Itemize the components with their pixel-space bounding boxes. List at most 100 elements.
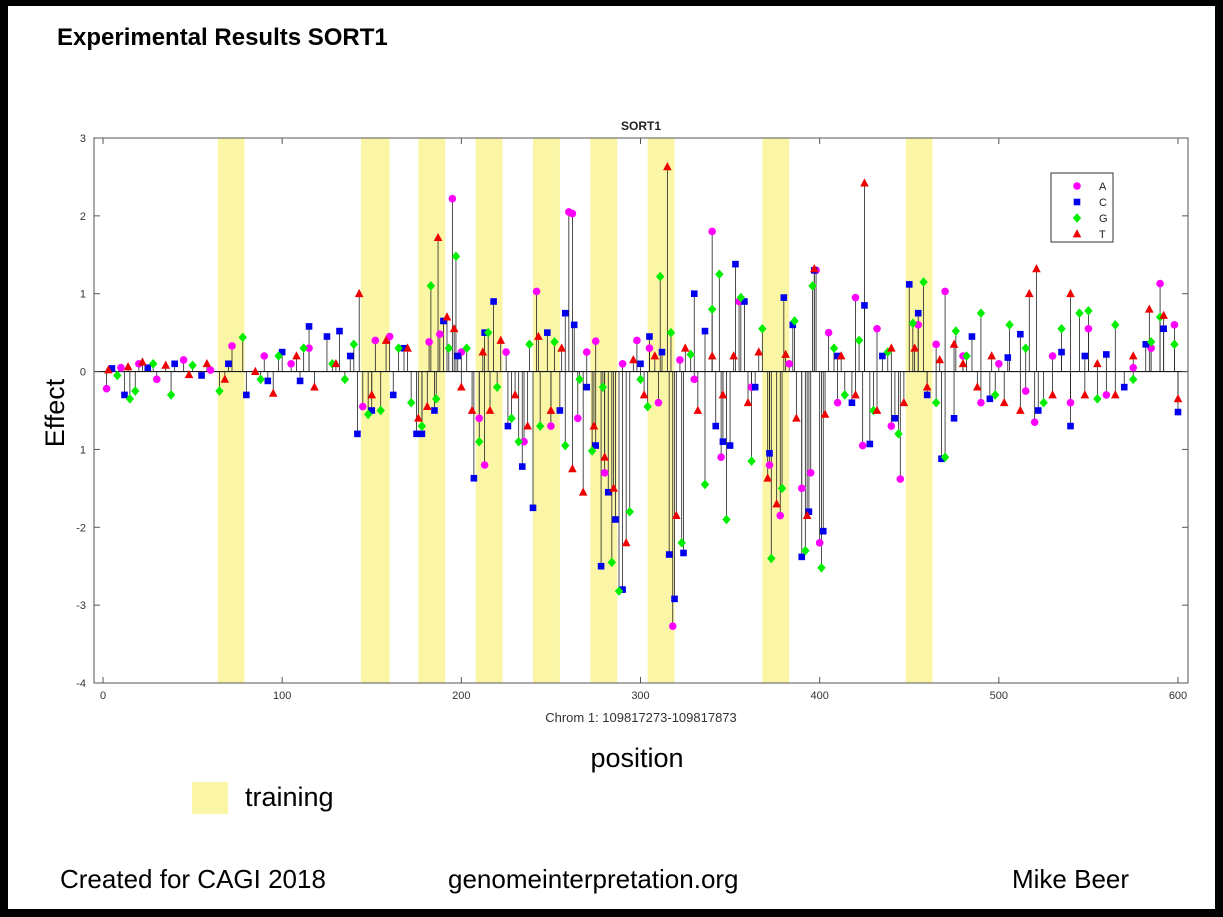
marker-T <box>1048 390 1057 399</box>
marker-C <box>798 553 806 561</box>
marker-G <box>715 269 724 280</box>
marker-T <box>1159 310 1168 319</box>
marker-C <box>819 527 827 535</box>
marker-T <box>1145 304 1154 313</box>
x-tick-label: 0 <box>100 690 106 702</box>
marker-C <box>741 298 748 305</box>
marker-C <box>1120 383 1128 391</box>
marker-T <box>1080 390 1090 399</box>
marker-A <box>385 332 394 341</box>
marker-C <box>264 377 272 385</box>
marker-C <box>986 395 994 403</box>
marker-G <box>166 390 176 400</box>
marker-T <box>1024 288 1034 298</box>
marker-C <box>400 344 408 352</box>
marker-C <box>780 294 788 301</box>
legend-box <box>1050 172 1114 243</box>
marker-T <box>650 351 660 360</box>
marker-C <box>1103 351 1110 358</box>
marker-A <box>206 366 215 374</box>
marker-C <box>440 317 447 325</box>
training-band <box>590 138 618 683</box>
marker-A <box>815 539 824 547</box>
marker-T <box>949 339 959 348</box>
marker-G <box>475 436 484 447</box>
marker-G <box>829 343 839 354</box>
marker-G <box>444 343 453 354</box>
marker-A <box>785 359 794 368</box>
marker-G <box>625 506 634 517</box>
marker-A <box>1170 321 1179 329</box>
marker-G <box>113 370 122 381</box>
marker-A <box>645 344 654 353</box>
marker-C <box>470 474 478 482</box>
y-tick-label: 1 <box>80 289 86 301</box>
marker-T <box>250 366 260 375</box>
x-axis-sublabel: Chrom 1: 109817273-109817873 <box>545 710 737 725</box>
marker-T <box>693 405 703 414</box>
marker-T <box>860 178 869 187</box>
marker-C <box>950 414 958 422</box>
marker-T <box>910 343 919 352</box>
marker-A <box>618 359 627 368</box>
marker-T <box>899 397 909 407</box>
training-band <box>361 138 390 683</box>
marker-C <box>891 414 899 422</box>
marker-A <box>305 344 313 353</box>
marker-A <box>851 293 860 302</box>
marker-A <box>532 287 541 296</box>
marker-C <box>646 333 653 340</box>
x-tick-label: 200 <box>452 690 470 702</box>
training-legend-label: training <box>245 782 334 812</box>
marker-C <box>861 302 868 309</box>
marker-T <box>310 382 319 391</box>
marker-A <box>1147 344 1155 353</box>
marker-G <box>1075 308 1084 318</box>
marker-C <box>454 352 462 360</box>
marker-T <box>935 355 945 364</box>
marker-C <box>346 352 354 360</box>
marker-G <box>1129 374 1138 385</box>
marker-A <box>1048 352 1057 360</box>
marker-A <box>765 461 774 469</box>
marker-G <box>614 586 624 596</box>
marker-G <box>908 318 918 329</box>
marker-A <box>287 359 295 368</box>
marker-T <box>578 487 588 496</box>
marker-C <box>766 450 773 457</box>
marker-C <box>1081 352 1089 360</box>
markers <box>102 162 1183 630</box>
marker-C <box>431 407 438 414</box>
marker-C <box>368 407 376 414</box>
marker-T <box>467 405 477 414</box>
marker-C <box>701 327 709 335</box>
axes-frame <box>93 137 1189 684</box>
marker-T <box>442 312 452 321</box>
marker-T <box>1128 351 1138 360</box>
marker-T <box>621 538 631 547</box>
marker-G <box>535 421 545 431</box>
marker-C <box>1017 330 1024 338</box>
marker-C <box>389 391 397 399</box>
marker-T <box>672 510 681 520</box>
marker-G <box>1039 397 1048 408</box>
marker-T <box>202 358 212 368</box>
marker-C <box>719 438 727 445</box>
marker-G <box>790 316 799 326</box>
marker-T <box>680 343 690 352</box>
marker-G <box>215 386 224 396</box>
marker-T <box>433 232 443 242</box>
marker-G <box>931 397 941 408</box>
training-band <box>217 138 245 683</box>
footer-credit: Created for CAGI 2018 <box>60 864 326 894</box>
marker-C <box>1174 408 1182 416</box>
marker-T <box>331 358 341 368</box>
marker-G <box>1084 306 1093 316</box>
marker-A <box>228 342 236 350</box>
marker-T <box>449 323 459 333</box>
marker-T <box>354 288 364 298</box>
marker-A <box>1030 418 1039 426</box>
marker-G <box>758 323 767 334</box>
marker-T <box>523 421 532 430</box>
